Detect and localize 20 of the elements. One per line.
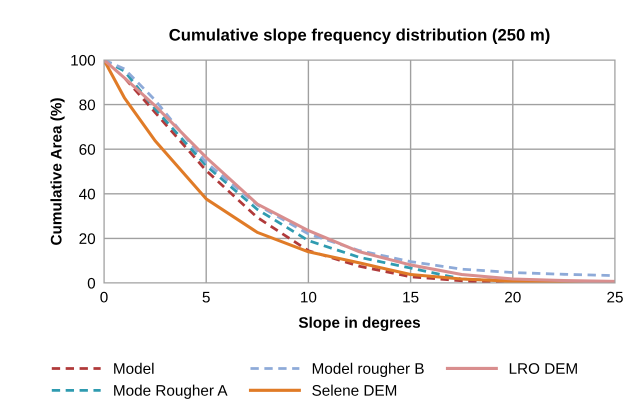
x-tick-label: 0	[100, 292, 108, 303]
y-axis-title: Cumulative Area (%)	[50, 98, 65, 245]
legend-label: LRO DEM	[510, 363, 577, 374]
x-tick-label: 10	[301, 292, 316, 303]
x-tick-label: 25	[607, 292, 623, 303]
y-tick-label: 40	[79, 188, 96, 200]
y-tick-label: 100	[71, 54, 96, 66]
legend-label: Selene DEM	[312, 384, 396, 396]
legend-label: Model	[114, 362, 154, 374]
legend-label: Model rougher B	[312, 362, 424, 377]
legend-label: Mode Rougher A	[114, 384, 228, 399]
y-tick-label: 60	[79, 144, 96, 155]
chart-title: Cumulative slope frequency distribution (250 m)	[169, 28, 550, 44]
y-tick-label: 80	[79, 99, 96, 110]
x-axis-title: Slope in degrees	[298, 316, 420, 331]
x-tick-label: 20	[505, 292, 521, 303]
y-tick-label: 20	[79, 233, 96, 244]
x-tick-label: 5	[202, 292, 210, 303]
x-tick-label: 15	[403, 292, 418, 303]
y-tick-label: 0	[88, 278, 96, 289]
